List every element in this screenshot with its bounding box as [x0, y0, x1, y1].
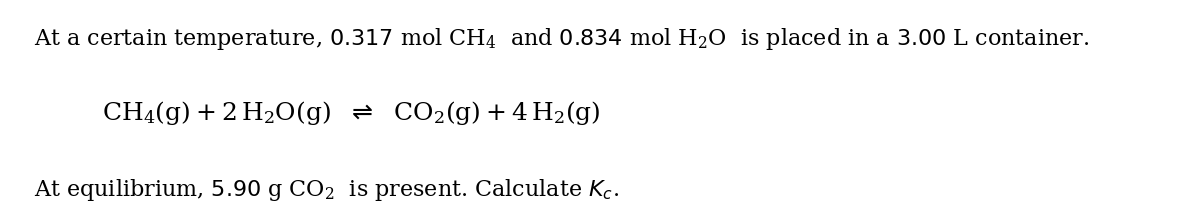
Text: At a certain temperature, $0.317$ mol $\mathregular{CH_4}$  and $0.834$ mol $\ma: At a certain temperature, $0.317$ mol $\…	[34, 26, 1090, 52]
Text: $\mathregular{CH_4(g) + 2\,H_2O(g)}$  $\rightleftharpoons$  $\mathregular{CO_2(g: $\mathregular{CH_4(g) + 2\,H_2O(g)}$ $\r…	[102, 99, 600, 127]
Text: At equilibrium, $5.90$ g $\mathregular{CO_2}$  is present. Calculate $\mathit{K_: At equilibrium, $5.90$ g $\mathregular{C…	[34, 177, 619, 203]
